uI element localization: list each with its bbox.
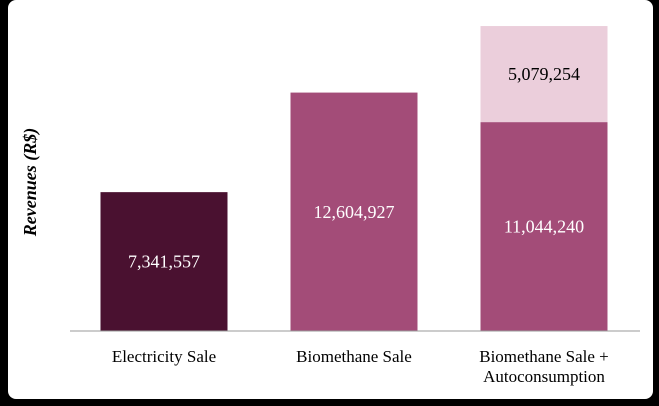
x-tick-label-1-0: Biomethane Sale <box>296 347 412 366</box>
bar-segment-0-0 <box>100 192 228 331</box>
bar-segment-2-0 <box>480 122 608 332</box>
x-tick-label-2-0: Biomethane Sale + <box>479 347 609 366</box>
bar-value-label-2-1: 5,079,254 <box>508 64 580 84</box>
x-tick-label-2-1: Autoconsumption <box>483 367 605 386</box>
bar-value-label-0-0: 7,341,557 <box>128 252 200 272</box>
bars-group: 7,341,557 12,604,927 11,044,240 5,079,254 <box>100 26 608 332</box>
bar-segment-1-0 <box>290 92 418 331</box>
bar-value-label-1-0: 12,604,927 <box>314 202 395 222</box>
x-tick-label-0-0: Electricity Sale <box>112 347 216 366</box>
x-tick-labels: Electricity Sale Biomethane Sale Biomethan… <box>112 347 609 386</box>
y-axis-title: Revenues (R$) <box>20 128 41 237</box>
bar-segment-2-1 <box>480 26 608 123</box>
bar-value-label-2-0: 11,044,240 <box>504 217 584 237</box>
